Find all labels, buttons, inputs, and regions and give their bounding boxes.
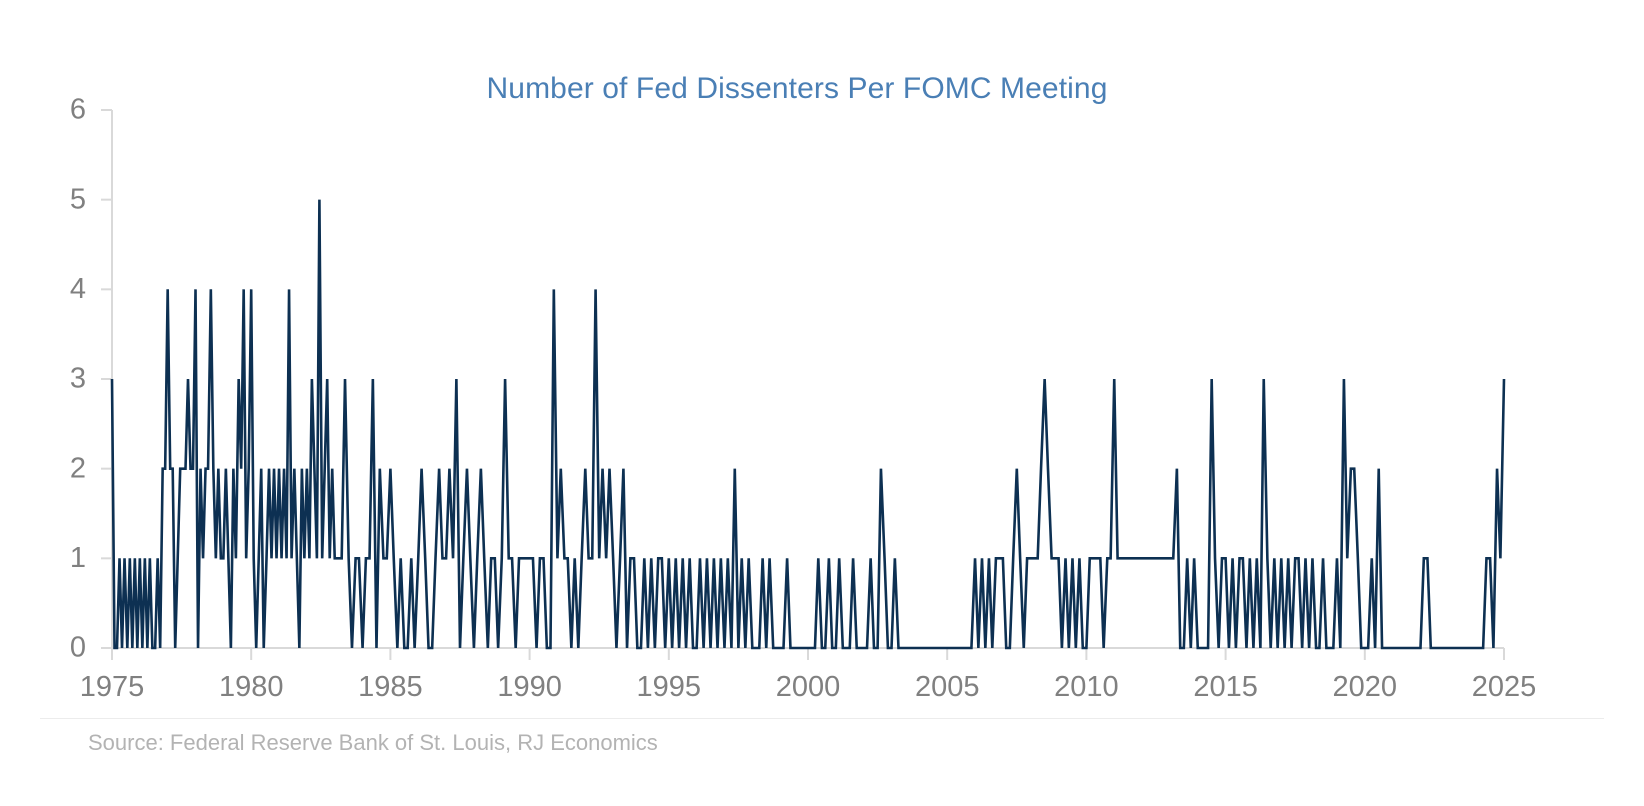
x-tick-label: 1990	[497, 671, 562, 703]
x-tick-label: 2015	[1193, 671, 1258, 703]
x-tick-label: 2020	[1333, 671, 1398, 703]
y-tick-label: 1	[70, 542, 86, 574]
y-axis: 0 1 2 3 4 5 6	[70, 94, 113, 664]
footer-divider	[40, 718, 1604, 719]
y-tick-label: 4	[70, 273, 86, 305]
y-tick-label: 6	[70, 94, 86, 126]
y-tick-label: 3	[70, 363, 86, 395]
x-tick-label: 2010	[1054, 671, 1119, 703]
source-note: Source: Federal Reserve Bank of St. Loui…	[88, 730, 658, 755]
x-tick-label: 2025	[1472, 671, 1537, 703]
y-tick-label: 5	[70, 183, 86, 215]
x-tick-label: 1985	[358, 671, 423, 703]
x-tick-label: 2005	[915, 671, 980, 703]
x-tick-label: 1995	[637, 671, 702, 703]
x-tick-label: 1975	[80, 671, 145, 703]
data-series-group	[110, 199, 1506, 650]
series-line	[110, 199, 1506, 650]
x-tick-label: 2000	[776, 671, 841, 703]
x-axis: 1975 1980 1985 1990 1995 2000 2005 2010 2015 2020…	[80, 647, 1537, 703]
chart-title: Number of Fed Dissenters Per FOMC Meetin…	[486, 72, 1108, 105]
x-tick-label: 1980	[219, 671, 284, 703]
y-tick-label: 0	[70, 632, 86, 664]
y-tick-label: 2	[70, 452, 86, 484]
